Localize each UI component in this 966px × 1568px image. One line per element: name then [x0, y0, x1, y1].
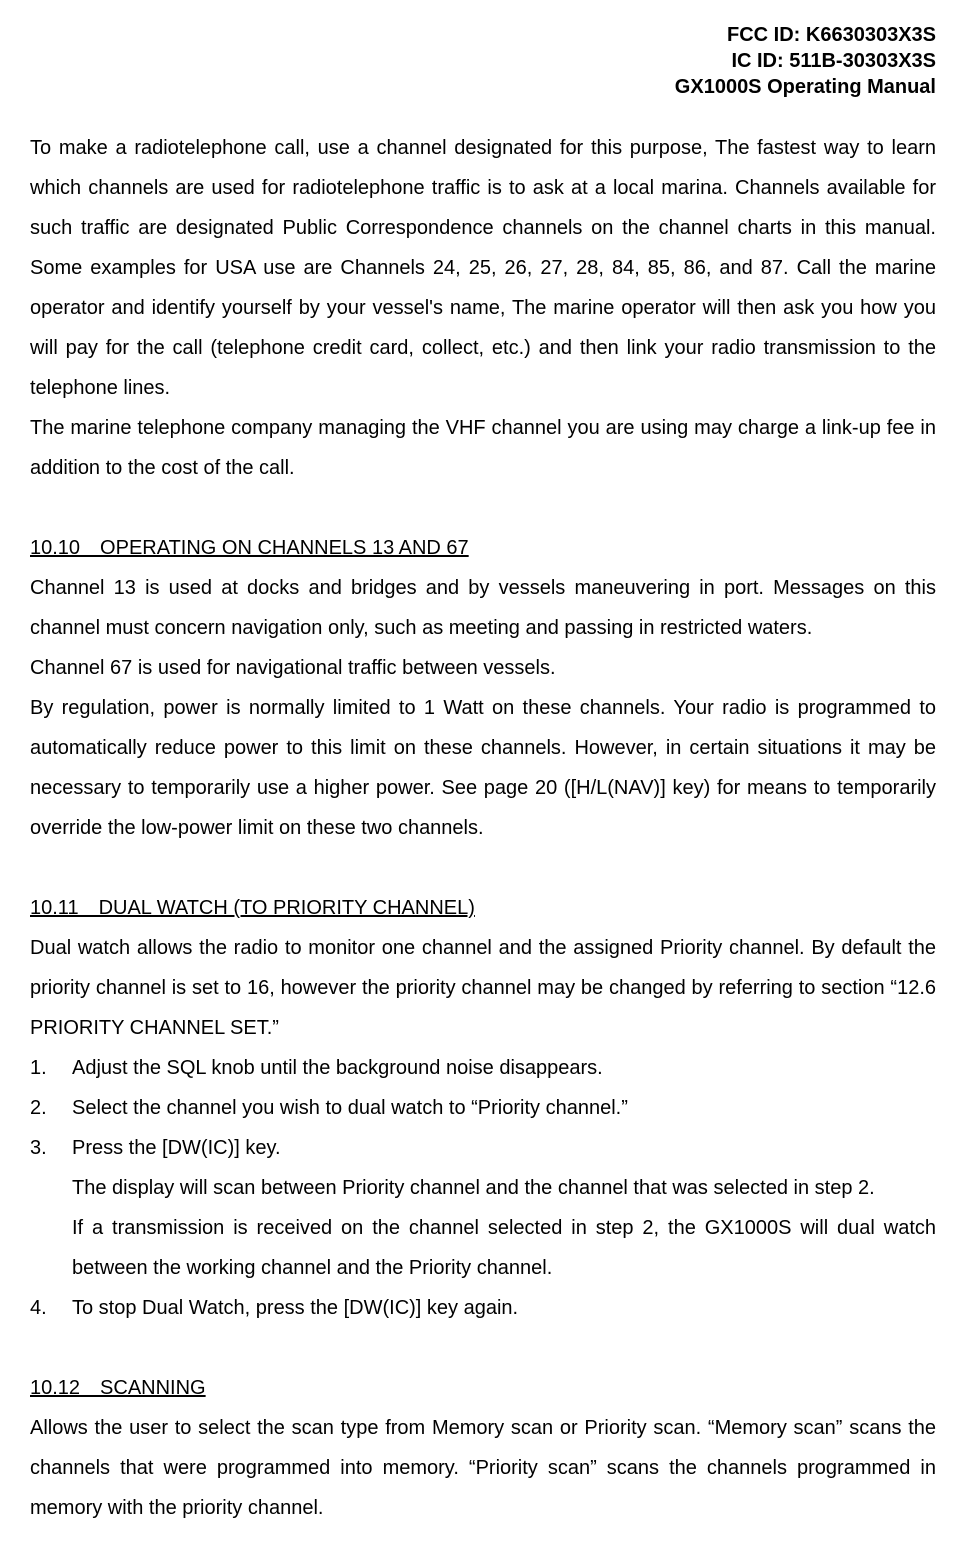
- body-content: To make a radiotelephone call, use a cha…: [30, 128, 936, 1528]
- section-10-11-p1: Dual watch allows the radio to monitor o…: [30, 928, 936, 1048]
- step-4: 4. To stop Dual Watch, press the [DW(IC)…: [30, 1288, 936, 1328]
- step-text: Press the [DW(IC)] key.: [72, 1128, 936, 1168]
- step-3: 3. Press the [DW(IC)] key.: [30, 1128, 936, 1168]
- step-text: To stop Dual Watch, press the [DW(IC)] k…: [72, 1288, 936, 1328]
- section-10-12-heading: 10.12 SCANNING: [30, 1368, 936, 1408]
- section-10-11-heading: 10.11 DUAL WATCH (TO PRIORITY CHANNEL): [30, 888, 936, 928]
- section-10-10-p3: By regulation, power is normally limited…: [30, 688, 936, 848]
- fcc-id-line: FCC ID: K6630303X3S: [30, 22, 936, 48]
- intro-paragraph-2: The marine telephone company managing th…: [30, 408, 936, 488]
- step-3-sub-1: The display will scan between Priority c…: [72, 1168, 936, 1208]
- page: FCC ID: K6630303X3S IC ID: 511B-30303X3S…: [0, 0, 966, 1568]
- step-number: 3.: [30, 1128, 72, 1168]
- step-number: 1.: [30, 1048, 72, 1088]
- dual-watch-steps: 1. Adjust the SQL knob until the backgro…: [30, 1048, 936, 1328]
- step-1: 1. Adjust the SQL knob until the backgro…: [30, 1048, 936, 1088]
- section-10-12-p1: Allows the user to select the scan type …: [30, 1408, 936, 1528]
- section-10-10-p2: Channel 67 is used for navigational traf…: [30, 648, 936, 688]
- page-header: FCC ID: K6630303X3S IC ID: 511B-30303X3S…: [30, 22, 936, 100]
- section-10-10-p1: Channel 13 is used at docks and bridges …: [30, 568, 936, 648]
- manual-title-line: GX1000S Operating Manual: [30, 74, 936, 100]
- step-2: 2. Select the channel you wish to dual w…: [30, 1088, 936, 1128]
- step-text: Select the channel you wish to dual watc…: [72, 1088, 936, 1128]
- ic-id-line: IC ID: 511B-30303X3S: [30, 48, 936, 74]
- intro-paragraph-1: To make a radiotelephone call, use a cha…: [30, 128, 936, 408]
- step-number: 2.: [30, 1088, 72, 1128]
- step-3-sub-2: If a transmission is received on the cha…: [72, 1208, 936, 1288]
- step-text: Adjust the SQL knob until the background…: [72, 1048, 936, 1088]
- section-10-10-heading: 10.10 OPERATING ON CHANNELS 13 AND 67: [30, 528, 936, 568]
- step-number: 4.: [30, 1288, 72, 1328]
